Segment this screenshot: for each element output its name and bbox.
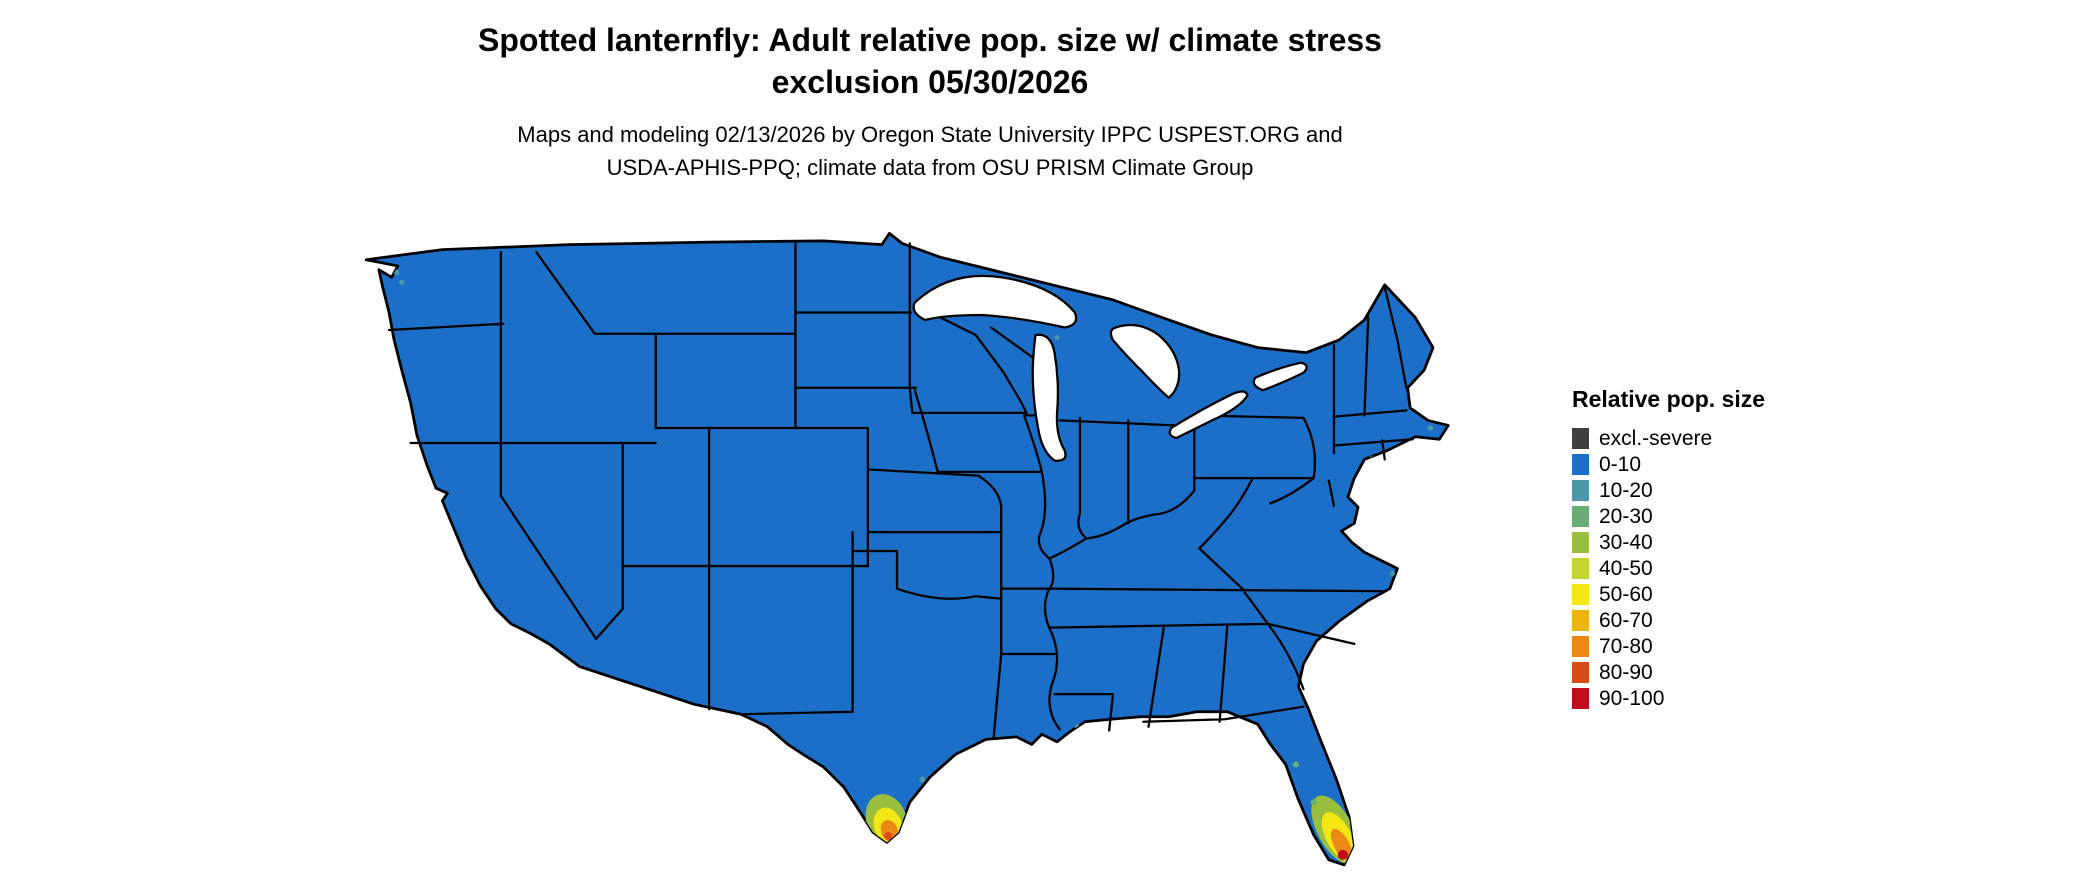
legend-item: 80-90	[1572, 659, 1765, 685]
map-subtitle-line1: Maps and modeling 02/13/2026 by Oregon S…	[517, 122, 1343, 148]
legend-item: 20-30	[1572, 503, 1765, 529]
legend-item: 10-20	[1572, 477, 1765, 503]
lake-huron	[1109, 323, 1181, 399]
legend-label: 30-40	[1599, 530, 1653, 554]
legend-item: 40-50	[1572, 555, 1765, 581]
legend-label: 50-60	[1599, 582, 1653, 606]
florida-hotspot	[1311, 795, 1360, 864]
us-map	[290, 212, 1560, 890]
legend-swatch	[1572, 531, 1589, 553]
legend-label: 40-50	[1599, 556, 1653, 580]
lake-ontario	[1252, 361, 1308, 392]
legend-item: 0-10	[1572, 451, 1765, 477]
legend-swatch	[1572, 505, 1589, 527]
legend-swatch	[1572, 635, 1589, 657]
legend-item: 30-40	[1572, 529, 1765, 555]
state-borders	[387, 242, 1414, 740]
legend-label: 80-90	[1599, 660, 1653, 684]
florida-hotspot-core	[1337, 849, 1348, 860]
lake-superior	[912, 274, 1078, 329]
map-subtitle-line2: USDA-APHIS-PPQ; climate data from OSU PR…	[606, 154, 1254, 180]
coastal-spot	[1389, 571, 1395, 577]
us-map-svg	[364, 231, 1450, 867]
legend: Relative pop. size excl.-severe 0-10 10-…	[1572, 386, 1765, 711]
legend-item: 50-60	[1572, 581, 1765, 607]
header: Spotted lanternfly: Adult relative pop. …	[0, 20, 1860, 184]
coastal-spot	[393, 269, 400, 276]
coastal-spot	[919, 776, 926, 783]
legend-label: 10-20	[1599, 478, 1653, 502]
legend-label: excl.-severe	[1599, 426, 1713, 450]
lake-michigan	[1031, 333, 1067, 462]
coastal-spot	[1054, 335, 1060, 341]
legend-label: 20-30	[1599, 504, 1653, 528]
map-subtitle: Maps and modeling 02/13/2026 by Oregon S…	[0, 119, 1860, 184]
legend-item: 90-100	[1572, 685, 1765, 711]
lake-erie	[1168, 390, 1249, 440]
legend-swatch	[1572, 609, 1589, 631]
legend-item: excl.-severe	[1572, 425, 1765, 451]
coastal-spot	[1310, 799, 1317, 806]
legend-swatch	[1572, 479, 1589, 501]
legend-label: 70-80	[1599, 634, 1653, 658]
conus-landmass	[364, 231, 1450, 867]
legend-item: 70-80	[1572, 633, 1765, 659]
legend-swatch	[1572, 427, 1589, 449]
map-title-line1: Spotted lanternfly: Adult relative pop. …	[478, 22, 1382, 58]
legend-label: 90-100	[1599, 686, 1665, 710]
map-title-line2: exclusion 05/30/2026	[771, 63, 1089, 100]
legend-title: Relative pop. size	[1572, 386, 1766, 412]
legend-swatch	[1572, 453, 1589, 475]
legend-items: excl.-severe 0-10 10-20 20-30 30-40 40-5…	[1572, 425, 1765, 711]
coastal-spot	[399, 279, 405, 285]
legend-label: 0-10	[1599, 452, 1642, 476]
coastal-spot	[1427, 425, 1434, 431]
legend-label: 60-70	[1599, 608, 1653, 632]
legend-swatch	[1572, 583, 1589, 605]
legend-item: 60-70	[1572, 607, 1765, 633]
coastal-spot	[1292, 761, 1299, 768]
legend-swatch	[1572, 661, 1589, 683]
legend-swatch	[1572, 557, 1589, 579]
legend-swatch	[1572, 687, 1589, 709]
great-lakes	[912, 274, 1308, 462]
texas-hotspot-core	[884, 831, 893, 841]
